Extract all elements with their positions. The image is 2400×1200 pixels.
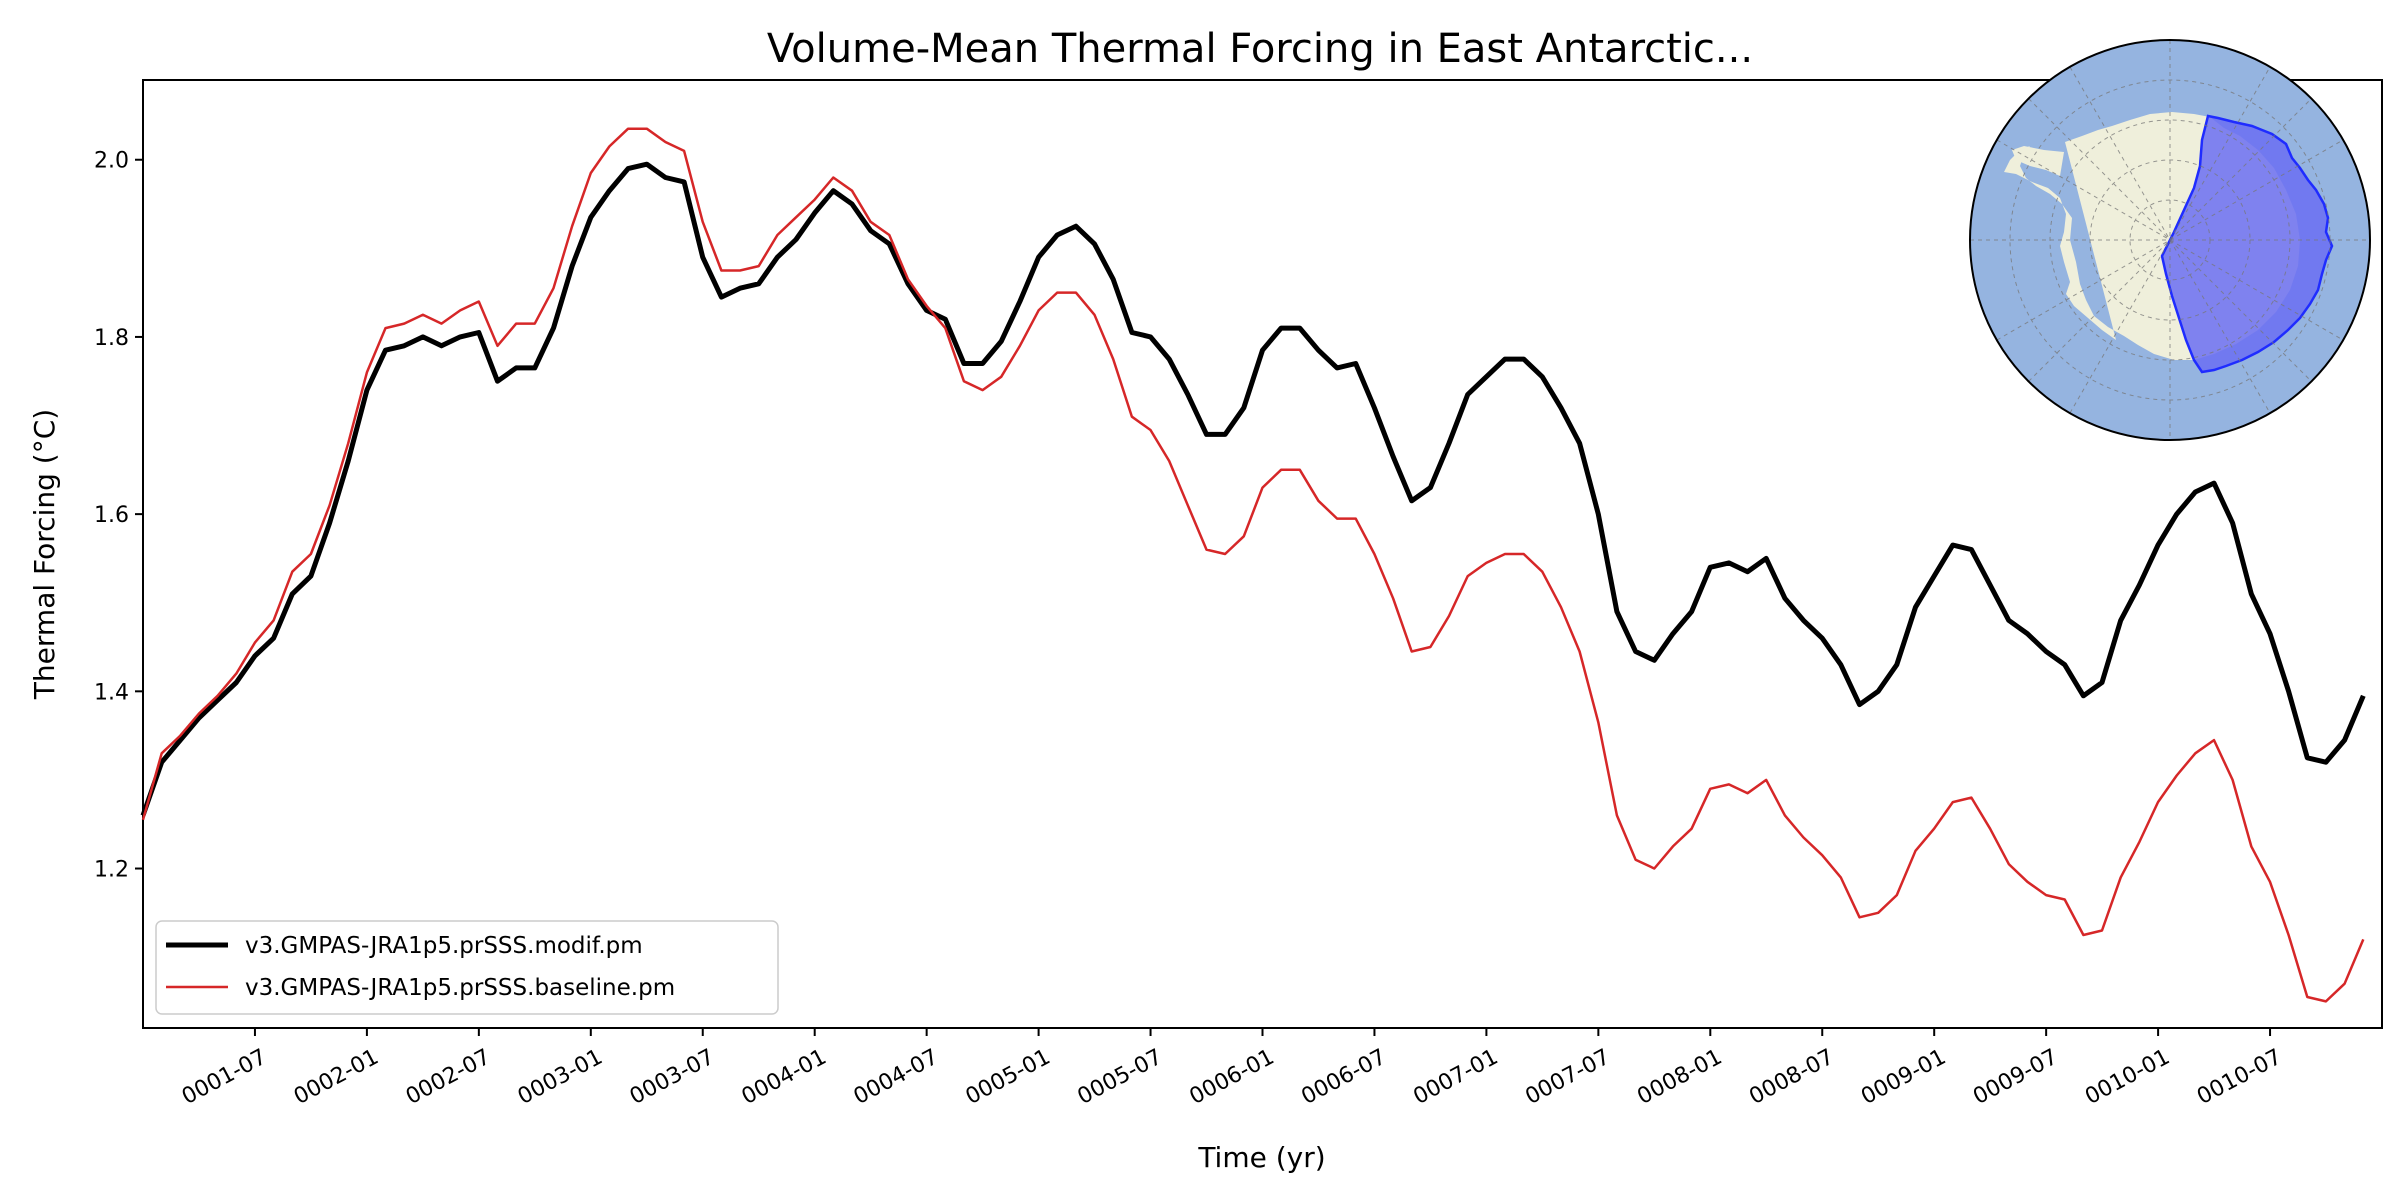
y-tick-label: 1.6 xyxy=(94,503,129,528)
x-tick-label: 0002-07 xyxy=(402,1045,495,1110)
y-tick-label: 2.0 xyxy=(94,149,129,174)
legend: v3.GMPAS-JRA1p5.prSSS.modif.pm v3.GMPAS-… xyxy=(155,920,779,1015)
map-boundary xyxy=(1969,39,2371,441)
map-east-antarctic-region xyxy=(2160,114,2334,374)
x-tick-label: 0003-07 xyxy=(626,1045,719,1110)
y-tick-label: 1.8 xyxy=(94,326,129,351)
x-tick-label: 0008-01 xyxy=(1633,1045,1726,1110)
x-tick-label: 0002-01 xyxy=(290,1045,383,1110)
x-tick-label: 0005-07 xyxy=(1074,1045,1167,1110)
y-tick-label: 1.4 xyxy=(94,680,129,705)
x-axis-ticks: 0001-07 0002-01 0002-07 0003-01 0003-07 0004-… xyxy=(178,1028,2286,1110)
x-tick-label: 0001-07 xyxy=(178,1045,271,1110)
series-layer xyxy=(140,127,2366,1003)
x-tick-label: 0006-01 xyxy=(1186,1045,1279,1110)
inset-region-map xyxy=(1969,39,2371,441)
x-tick-label: 0009-07 xyxy=(1969,1045,2062,1110)
y-axis-ticks: 1.2 1.4 1.6 1.8 2.0 xyxy=(94,149,143,883)
x-tick-label: 0004-01 xyxy=(738,1045,831,1110)
y-axis-label: Thermal Forcing (°C) xyxy=(28,409,61,700)
legend-label-modif: v3.GMPAS-JRA1p5.prSSS.modif.pm xyxy=(245,933,643,959)
x-tick-label: 0006-07 xyxy=(1298,1045,1391,1110)
map-antarctic-peninsula xyxy=(2012,146,2064,176)
series-line-0 xyxy=(140,161,2366,817)
x-tick-label: 0009-01 xyxy=(1857,1045,1950,1110)
x-tick-label: 0010-07 xyxy=(2193,1045,2286,1110)
x-axis-label: Time (yr) xyxy=(1197,1141,1325,1174)
x-tick-label: 0007-07 xyxy=(1521,1045,1614,1110)
series-line-1 xyxy=(141,127,2365,1003)
legend-box xyxy=(155,920,779,1015)
x-tick-label: 0003-01 xyxy=(514,1045,607,1110)
x-tick-label: 0004-07 xyxy=(850,1045,943,1110)
map-graticule xyxy=(1970,40,2370,440)
x-tick-label: 0008-07 xyxy=(1745,1045,1838,1110)
y-tick-label: 1.2 xyxy=(94,858,129,883)
x-tick-label: 0005-01 xyxy=(962,1045,1055,1110)
legend-label-baseline: v3.GMPAS-JRA1p5.prSSS.baseline.pm xyxy=(245,975,675,1001)
x-tick-label: 0007-01 xyxy=(1409,1045,1502,1110)
chart-title: Volume-Mean Thermal Forcing in East Anta… xyxy=(767,26,1753,72)
x-tick-label: 0010-01 xyxy=(2081,1045,2174,1110)
